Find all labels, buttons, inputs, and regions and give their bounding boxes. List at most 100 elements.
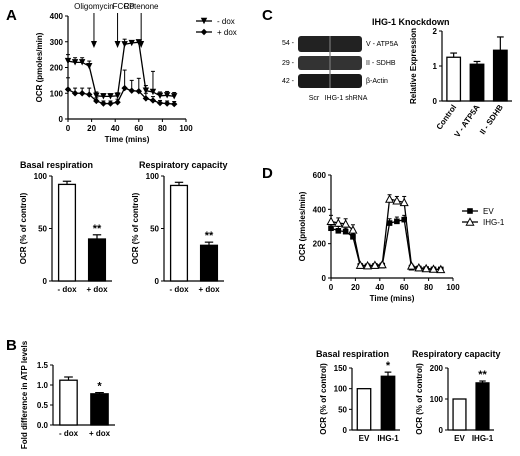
a-ocr-point-0-4	[93, 92, 100, 100]
a-basal-bars-layer: - dox ** + dox	[57, 180, 108, 294]
a-ocr-point-0-6	[107, 93, 114, 100]
a-ocr-point-1-10	[135, 87, 142, 95]
b-atp-ytick-label-0: 0.0	[37, 421, 49, 430]
a-basal-ytick-label-0: 0	[43, 277, 48, 286]
a-ocr-xlabel: Time (mins)	[105, 135, 150, 144]
b-atp-category-label-1: + dox	[89, 429, 111, 438]
a-ocr-point-1-2	[78, 90, 86, 97]
d-basal-title: Basal respiration	[316, 349, 389, 359]
a-ocr-point-1-13	[156, 99, 164, 107]
d-basal-category-label-1: IHG-1	[377, 434, 399, 443]
d-ocr-point-1-4	[355, 260, 365, 269]
a-capacity-bars-layer: - dox ** + dox	[169, 181, 220, 294]
a-ocr-series-line-0	[67, 41, 175, 97]
a-basal-title: Basal respiration	[20, 160, 93, 170]
d-ocr-point-0-2	[342, 228, 349, 235]
a-ocr-xtick-label-0: 0	[66, 124, 71, 133]
c-expression-ytick-label-2: 2	[433, 27, 438, 36]
d-capacity-category-label-1: IHG-1	[472, 434, 494, 443]
d-ocr-point-0-1	[335, 227, 342, 234]
b-atp-significance-1: *	[97, 381, 102, 393]
a-ocr-point-0-15	[171, 93, 178, 100]
d-ocr-point-1-6	[370, 260, 380, 269]
b-atp-bar-0	[59, 379, 78, 426]
d-ocr-point-1-9	[392, 195, 402, 205]
d-ocr-series-layer: EV IHG-1	[326, 194, 505, 274]
d-ocr-legend-marker-0	[467, 208, 473, 214]
c-expression-title: IHG-1 Knockdown	[372, 17, 450, 27]
a-ocr-point-1-1	[71, 90, 79, 97]
a-ocr-point-0-8	[121, 41, 128, 48]
d-ocr-xtick-label-2: 40	[375, 283, 384, 292]
a-capacity-category-label-1: + dox	[198, 285, 220, 294]
d-ocr-point-0-0	[328, 225, 334, 232]
a-basal-category-label-0: - dox	[57, 285, 77, 294]
a-capacity-ytick-label-1: 50	[150, 225, 159, 234]
a-basal-ytick-label-2: 100	[34, 172, 48, 181]
a-ocr-point-1-5	[100, 100, 107, 107]
d-ocr-xlabel: Time (mins)	[370, 294, 415, 303]
c-expression-bar-0	[446, 56, 462, 102]
d-ocr-ytick-label-1: 200	[313, 240, 327, 249]
d-ocr-legend-label-0: EV	[483, 207, 494, 216]
a-capacity-bar-0	[169, 184, 189, 282]
d-basal-ytick-label-1: 50	[338, 405, 347, 414]
panel-label-b: B	[6, 337, 17, 354]
d-ocr-ytick-label-2: 400	[313, 205, 327, 214]
a-ocr-point-0-5	[100, 93, 107, 100]
panel-label-a: A	[6, 7, 17, 24]
c-expression-bar-2	[492, 49, 508, 102]
a-ocr-arrow-head-0	[90, 41, 97, 48]
a-ocr-point-1-9	[128, 87, 135, 94]
blot-marker-54: 54 -	[282, 40, 295, 47]
a-ocr-legend-label-0: - dox	[217, 17, 235, 26]
a-basal-category-label-1: + dox	[86, 285, 108, 294]
a-basal-title-group: Basal respiration	[20, 160, 93, 170]
d-basal-significance-1: *	[386, 360, 391, 372]
d-ocr-series-line-0	[330, 218, 441, 271]
blot-marker-29: 29 -	[282, 60, 295, 67]
d-basal-bar-0	[356, 388, 372, 431]
d-ocr-point-1-12	[414, 262, 424, 272]
d-ocr-ylabel: OCR (pmoles/min)	[298, 191, 307, 261]
d-ocr-point-1-3	[348, 225, 358, 234]
d-ocr-point-1-0	[326, 216, 336, 226]
a-ocr-point-1-14	[163, 100, 171, 107]
d-capacity-significance-1: **	[478, 369, 487, 381]
a-ocr-point-0-0	[64, 57, 72, 65]
d-ocr-xtick-label-0: 0	[329, 283, 334, 292]
a-ocr-legend-marker-1	[200, 28, 208, 36]
a-ocr-point-1-15	[171, 100, 178, 108]
a-ocr-point-1-3	[86, 91, 93, 98]
a-ocr-point-1-6	[107, 100, 114, 107]
d-ocr-point-1-8	[385, 194, 395, 203]
a-ocr-series-layer: - dox + dox	[64, 17, 237, 108]
a-ocr-point-1-11	[142, 95, 150, 102]
d-ocr-point-0-9	[394, 218, 400, 225]
d-ocr-point-0-10	[401, 216, 407, 223]
a-ocr-annotation-2: Rotenone	[124, 2, 159, 11]
d-ocr-point-1-7	[377, 259, 387, 269]
d-capacity-ytick-label-2: 200	[430, 364, 444, 373]
a-ocr-annotation-1: FCCP	[113, 2, 135, 11]
d-ocr-point-1-1	[333, 218, 343, 227]
a-ocr-ytick-label-0: 0	[59, 115, 64, 124]
d-ocr-point-0-8	[386, 220, 393, 226]
a-ocr-xtick-label-1: 20	[87, 124, 96, 133]
a-capacity-category-label-0: - dox	[169, 285, 189, 294]
b-atp-ytick-label-3: 1.5	[37, 361, 49, 370]
a-basal-bar-1	[87, 238, 107, 282]
blot-lane-scr: Scr	[309, 95, 320, 102]
d-ocr-xtick-label-3: 60	[400, 283, 409, 292]
a-ocr-point-0-12	[149, 88, 157, 96]
d-ocr-xtick-label-4: 80	[424, 283, 433, 292]
d-ocr-xtick-label-5: 100	[446, 283, 460, 292]
a-ocr-point-0-2	[78, 59, 86, 66]
a-capacity-ytick-label-2: 100	[146, 172, 160, 181]
a-capacity-title: Respiratory capacity	[139, 160, 228, 170]
a-ocr-point-1-4	[93, 97, 100, 105]
d-ocr-point-1-13	[421, 263, 431, 273]
a-basal-ytick-label-1: 50	[38, 225, 47, 234]
